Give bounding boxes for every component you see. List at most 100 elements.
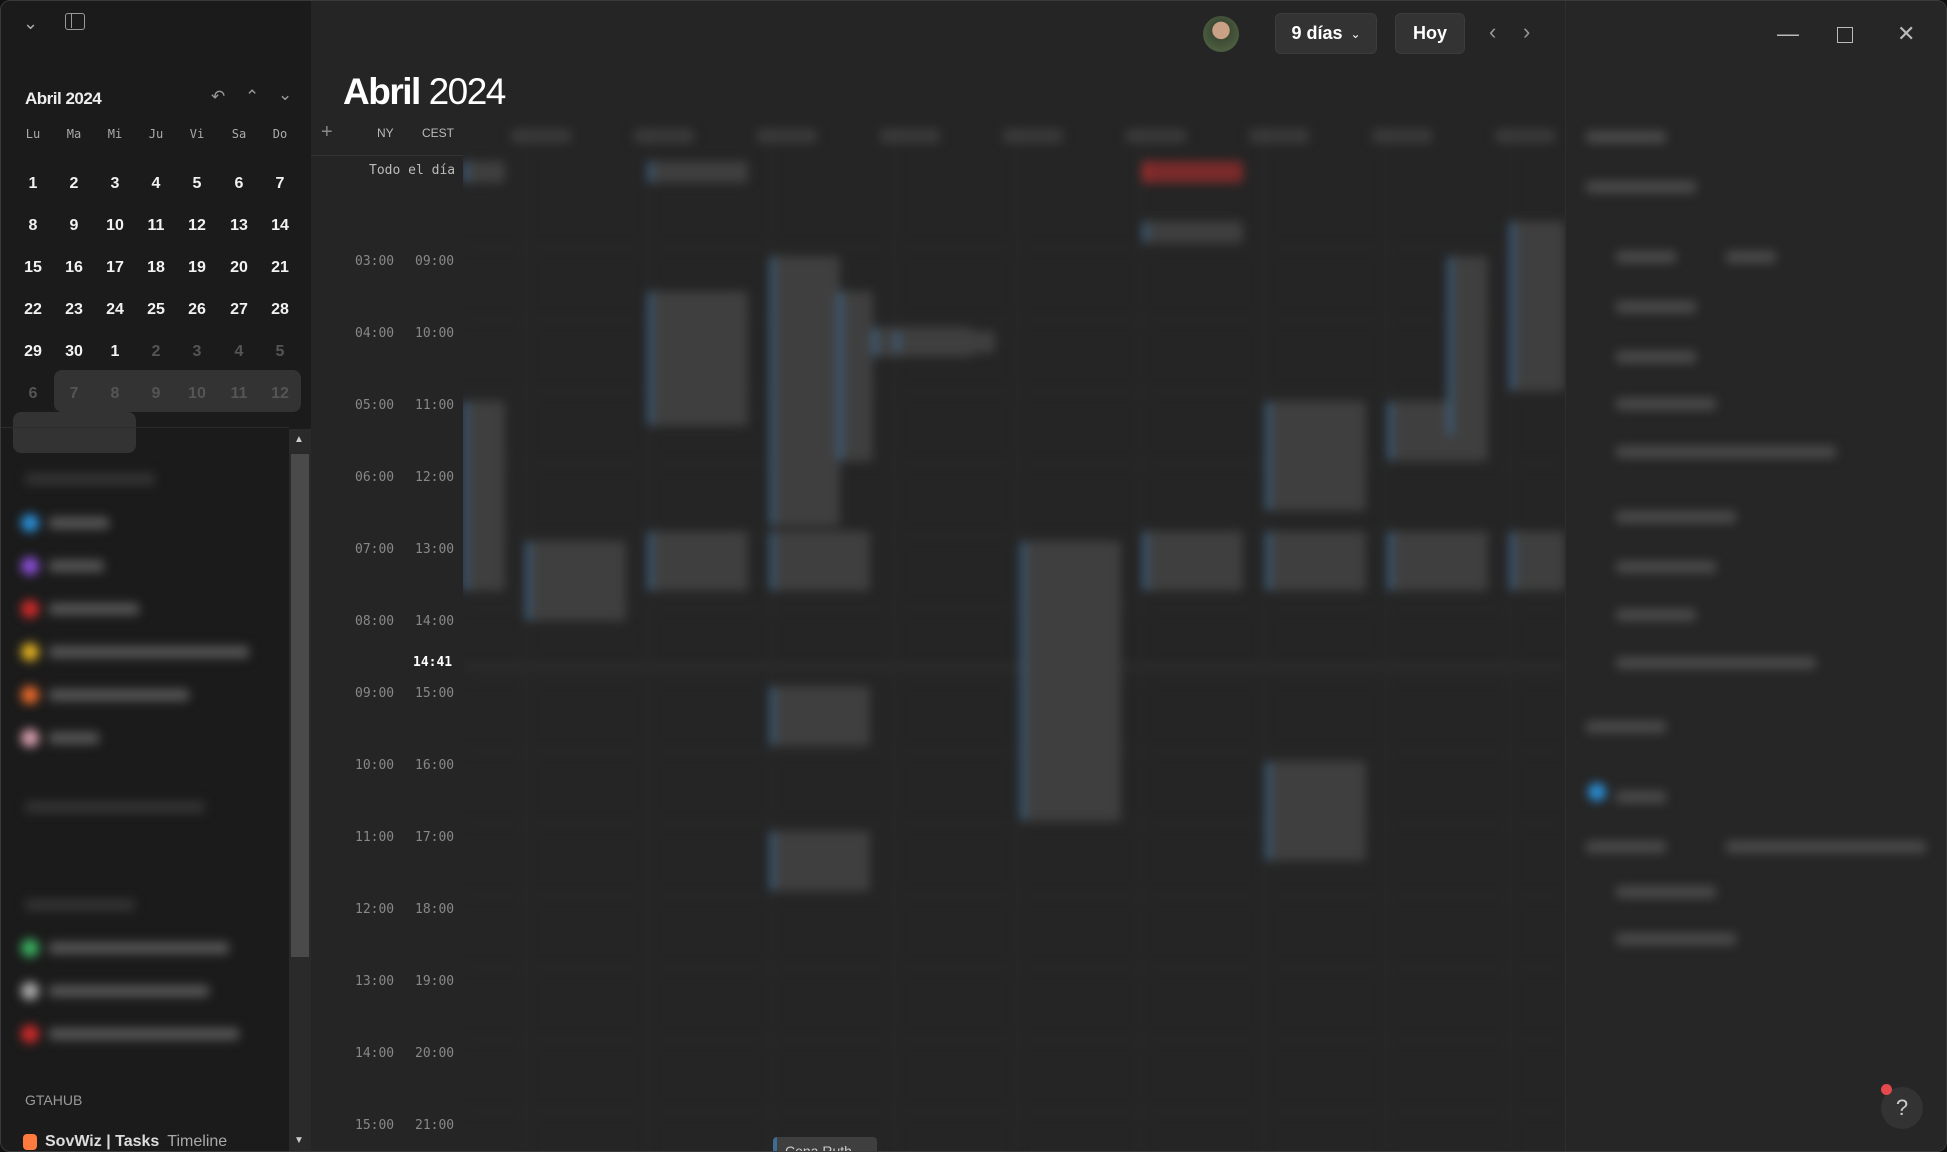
day-cell[interactable]: 7 <box>275 175 285 192</box>
scrollbar-thumb[interactable] <box>291 454 309 957</box>
day-cell[interactable]: 11 <box>147 217 165 234</box>
weekday-label: Vi <box>189 127 205 141</box>
day-cell[interactable]: 25 <box>147 301 165 318</box>
day-cell[interactable]: 13 <box>230 217 248 234</box>
scroll-down-icon[interactable]: ▼ <box>294 1135 304 1146</box>
day-cell[interactable]: 8 <box>28 217 38 234</box>
day-cell[interactable]: 10 <box>106 217 124 234</box>
event[interactable] <box>1448 256 1488 436</box>
notification-dot <box>1881 1084 1892 1095</box>
minimize-icon[interactable]: — <box>1777 21 1799 46</box>
day-cell[interactable]: 24 <box>106 301 124 318</box>
chevron-up-icon[interactable]: ⌃ <box>245 87 260 106</box>
day-cell[interactable]: 4 <box>151 175 161 192</box>
calendar-list-item[interactable] <box>21 643 249 661</box>
hour-label-ny: 05:00 <box>355 398 395 413</box>
event[interactable] <box>770 531 870 591</box>
sidebar-scrollbar[interactable]: ▲ ▼ <box>289 429 311 1151</box>
event[interactable] <box>1388 531 1488 591</box>
calendar-list-item[interactable] <box>21 600 139 618</box>
maximize-icon[interactable] <box>1837 27 1853 43</box>
task-list-item[interactable]: SovWiz | Tasks Timeline <box>23 1133 227 1151</box>
sidebar-toggle-icon[interactable] <box>65 13 85 30</box>
event[interactable] <box>648 531 748 591</box>
event[interactable] <box>648 291 748 426</box>
calendar-list-item[interactable] <box>21 557 104 575</box>
event[interactable] <box>1266 531 1366 591</box>
day-cell[interactable]: 2 <box>151 343 161 360</box>
event[interactable] <box>1266 761 1366 861</box>
event[interactable] <box>648 161 748 183</box>
scroll-up-icon[interactable]: ▲ <box>294 434 304 445</box>
day-cell[interactable]: 28 <box>271 301 289 318</box>
day-cell[interactable]: 22 <box>24 301 42 318</box>
calendar-list-item[interactable] <box>21 514 109 532</box>
day-cell[interactable]: 14 <box>271 217 289 234</box>
event[interactable] <box>1266 401 1366 511</box>
chevron-down-icon[interactable]: ⌄ <box>23 13 39 33</box>
event[interactable] <box>838 291 873 461</box>
day-cell[interactable]: 19 <box>188 259 206 276</box>
event[interactable]: Cena Ruth <box>773 1137 877 1151</box>
event[interactable] <box>770 256 840 526</box>
day-cell[interactable]: 16 <box>65 259 83 276</box>
day-cell[interactable]: 10 <box>188 385 206 402</box>
event[interactable] <box>1143 531 1243 591</box>
event[interactable] <box>1021 541 1121 821</box>
event[interactable] <box>1510 531 1565 591</box>
day-cell[interactable]: 26 <box>188 301 206 318</box>
day-cell[interactable]: 27 <box>230 301 248 318</box>
event[interactable] <box>1143 221 1243 243</box>
event[interactable] <box>895 331 995 353</box>
calendar-grid[interactable]: Cena Ruth <box>463 121 1565 1151</box>
day-cell[interactable]: 12 <box>188 217 206 234</box>
day-cell[interactable]: 17 <box>106 259 124 276</box>
event[interactable] <box>526 541 626 621</box>
hour-label-ny: 12:00 <box>355 902 395 917</box>
task-list-item[interactable] <box>21 1025 239 1043</box>
task-list-item[interactable] <box>21 982 209 1000</box>
day-cell[interactable]: 18 <box>147 259 165 276</box>
chevron-down-icon[interactable]: ⌄ <box>278 85 293 104</box>
day-cell[interactable]: 11 <box>230 385 248 402</box>
task-list-name: SovWiz | Tasks <box>45 1133 160 1150</box>
day-cell[interactable]: 8 <box>110 385 120 402</box>
day-cell[interactable]: 15 <box>24 259 42 276</box>
task-list-item[interactable] <box>21 939 229 957</box>
day-cell[interactable]: 3 <box>192 343 202 360</box>
day-cell[interactable]: 1 <box>110 343 120 360</box>
chevron-left-icon[interactable]: ‹ <box>1489 19 1497 44</box>
event[interactable] <box>463 161 505 183</box>
day-cell[interactable]: 4 <box>234 343 244 360</box>
today-button[interactable]: Hoy <box>1395 13 1465 54</box>
day-cell[interactable]: 7 <box>69 385 79 402</box>
hour-label-ny: 07:00 <box>355 542 395 557</box>
day-cell[interactable]: 5 <box>192 175 202 192</box>
add-timezone-icon[interactable]: + <box>321 121 333 143</box>
calendar-list-item[interactable] <box>21 686 189 704</box>
day-cell[interactable]: 9 <box>151 385 161 402</box>
day-cell[interactable]: 6 <box>28 385 38 402</box>
day-cell[interactable]: 30 <box>65 343 83 360</box>
day-cell[interactable]: 29 <box>24 343 42 360</box>
day-cell[interactable]: 23 <box>65 301 83 318</box>
event[interactable] <box>770 686 870 746</box>
event[interactable] <box>463 401 505 591</box>
chevron-right-icon[interactable]: › <box>1523 19 1531 44</box>
day-cell[interactable]: 5 <box>275 343 285 360</box>
day-cell[interactable]: 9 <box>69 217 79 234</box>
day-cell[interactable]: 6 <box>234 175 244 192</box>
day-cell[interactable]: 2 <box>69 175 79 192</box>
day-cell[interactable]: 3 <box>110 175 120 192</box>
close-icon[interactable]: ✕ <box>1897 21 1916 46</box>
avatar[interactable] <box>1203 16 1239 52</box>
day-cell[interactable]: 21 <box>271 259 289 276</box>
event[interactable] <box>1510 221 1565 391</box>
view-selector-button[interactable]: 9 días ⌄ <box>1275 13 1377 54</box>
calendar-list-item[interactable] <box>21 729 99 747</box>
day-cell[interactable]: 1 <box>28 175 38 192</box>
undo-today-icon[interactable]: ↶ <box>211 87 226 106</box>
event[interactable] <box>770 831 870 891</box>
day-cell[interactable]: 12 <box>271 385 289 402</box>
day-cell[interactable]: 20 <box>230 259 248 276</box>
